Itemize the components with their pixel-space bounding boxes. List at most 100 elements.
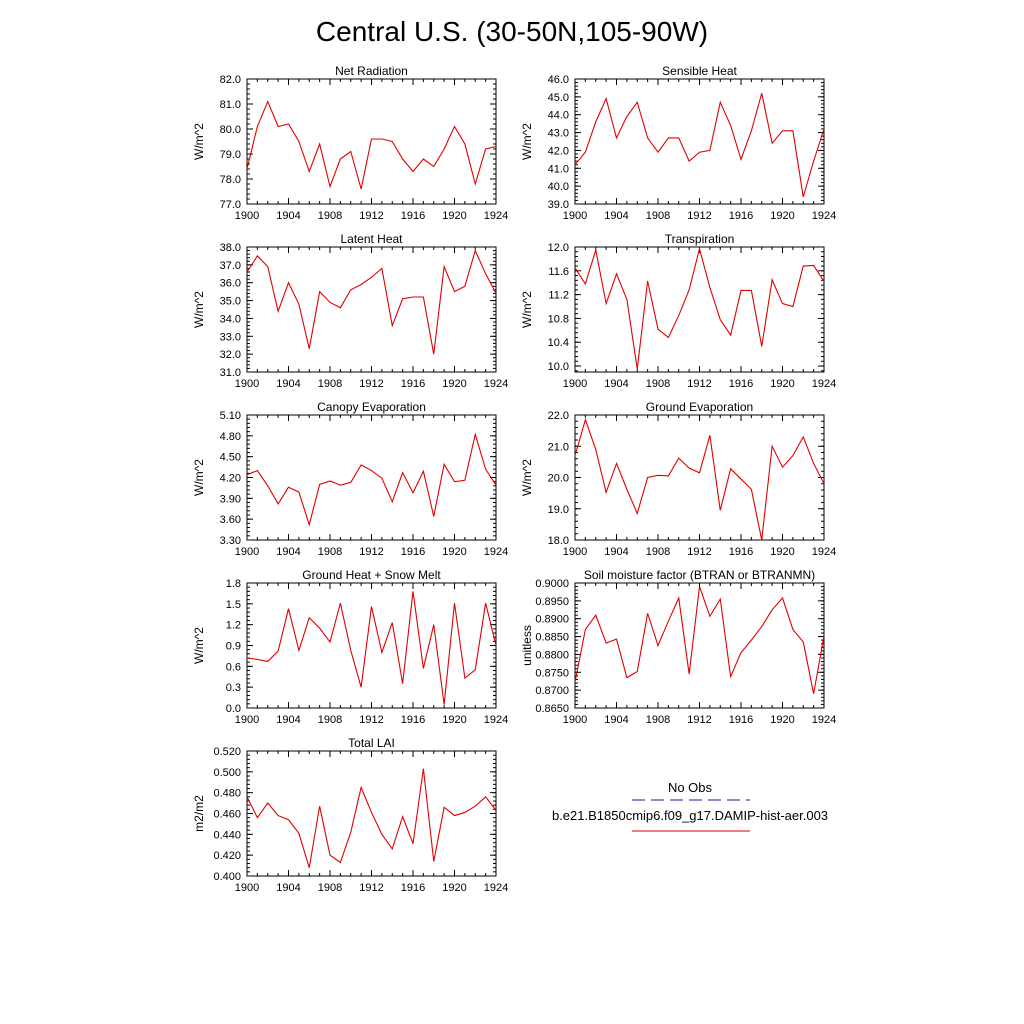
x-tick-label: 1912 — [687, 378, 711, 390]
y-tick-label: 0.400 — [213, 871, 241, 883]
panel-title: Latent Heat — [340, 232, 403, 246]
x-tick-label: 1920 — [442, 882, 466, 894]
y-tick-label: 10.0 — [548, 361, 569, 373]
panel-title: Transpiration — [665, 232, 735, 246]
x-tick-label: 1920 — [770, 546, 794, 558]
y-tick-label: 0.8900 — [535, 614, 569, 626]
y-tick-label: 5.10 — [220, 410, 241, 422]
panel-5: Canopy Evaporation W/m^2 1900 1904 1908 1912 1… — [192, 400, 508, 558]
x-tick-label: 1916 — [729, 546, 753, 558]
series-line — [246, 100, 497, 190]
y-axis-label: W/m^2 — [520, 123, 534, 160]
series-line — [574, 93, 825, 198]
x-tick-label: 1908 — [646, 210, 670, 222]
y-tick-label: 0.440 — [213, 829, 241, 841]
plot-frame — [246, 246, 497, 373]
y-tick-label: 42.0 — [548, 145, 569, 157]
x-tick-label: 1900 — [563, 546, 587, 558]
y-axis-label: W/m^2 — [192, 627, 206, 664]
x-tick-label: 1920 — [442, 546, 466, 558]
y-tick-label: 0.9000 — [535, 578, 569, 590]
x-tick-label: 1900 — [235, 378, 259, 390]
y-tick-label: 0.8850 — [535, 632, 569, 644]
x-tick-label: 1908 — [318, 882, 342, 894]
y-tick-label: 10.4 — [548, 337, 569, 349]
x-tick-label: 1904 — [604, 210, 628, 222]
y-tick-label: 0.520 — [213, 746, 241, 758]
panel-8: Soil moisture factor (BTRAN or BTRANMN) u… — [520, 568, 836, 726]
x-tick-label: 1904 — [604, 378, 628, 390]
y-axis-label: W/m^2 — [520, 291, 534, 328]
y-tick-label: 81.0 — [220, 99, 241, 111]
x-tick-label: 1912 — [687, 210, 711, 222]
plot-frame — [574, 582, 825, 709]
y-tick-label: 77.0 — [220, 199, 241, 211]
y-tick-label: 19.0 — [548, 504, 569, 516]
x-tick-label: 1908 — [646, 714, 670, 726]
x-tick-label: 1916 — [729, 714, 753, 726]
x-tick-label: 1920 — [442, 714, 466, 726]
y-tick-label: 0.8750 — [535, 667, 569, 679]
panel-1: Net Radiation W/m^2 1900 1904 1908 1912 1916 19… — [192, 64, 508, 222]
x-tick-label: 1924 — [484, 546, 508, 558]
x-tick-label: 1916 — [401, 378, 425, 390]
panel-title: Ground Evaporation — [646, 400, 753, 414]
x-tick-label: 1900 — [235, 210, 259, 222]
y-tick-label: 36.0 — [220, 278, 241, 290]
y-tick-label: 4.50 — [220, 452, 241, 464]
panel-title: Ground Heat + Snow Melt — [302, 568, 441, 582]
y-tick-label: 0.6 — [226, 661, 241, 673]
legend: No Obs b.e21.B1850cmip6.f09_g17.DAMIP-hi… — [552, 780, 828, 832]
panel-title: Sensible Heat — [662, 64, 737, 78]
x-tick-label: 1904 — [604, 546, 628, 558]
x-tick-label: 1924 — [812, 210, 836, 222]
x-tick-label: 1908 — [318, 714, 342, 726]
x-tick-label: 1920 — [770, 210, 794, 222]
legend-obs-label: No Obs — [668, 780, 713, 795]
x-tick-label: 1924 — [812, 378, 836, 390]
y-tick-label: 3.60 — [220, 514, 241, 526]
x-tick-label: 1920 — [442, 378, 466, 390]
x-tick-label: 1908 — [646, 378, 670, 390]
series-line — [574, 417, 825, 541]
x-tick-label: 1908 — [646, 546, 670, 558]
x-tick-label: 1916 — [729, 210, 753, 222]
x-tick-label: 1924 — [484, 714, 508, 726]
y-tick-label: 0.480 — [213, 788, 241, 800]
panel-4: Transpiration W/m^2 1900 1904 1908 1912 1916 19… — [520, 232, 836, 390]
x-tick-label: 1904 — [276, 378, 300, 390]
y-tick-label: 34.0 — [220, 313, 241, 325]
x-tick-label: 1900 — [235, 546, 259, 558]
y-tick-label: 21.0 — [548, 441, 569, 453]
x-tick-label: 1920 — [442, 210, 466, 222]
x-tick-label: 1900 — [563, 378, 587, 390]
x-tick-label: 1912 — [687, 546, 711, 558]
y-tick-label: 18.0 — [548, 535, 569, 547]
y-tick-label: 12.0 — [548, 242, 569, 254]
y-tick-label: 3.90 — [220, 493, 241, 505]
plot-frame — [574, 78, 825, 205]
y-tick-label: 0.8800 — [535, 649, 569, 661]
panel-7: Ground Heat + Snow Melt W/m^2 1900 1904 1908… — [192, 568, 508, 726]
y-tick-label: 11.6 — [548, 266, 569, 278]
panel-title: Canopy Evaporation — [317, 400, 426, 414]
y-tick-label: 37.0 — [220, 260, 241, 272]
y-tick-label: 32.0 — [220, 349, 241, 361]
panel-title: Soil moisture factor (BTRAN or BTRANMN) — [584, 568, 815, 582]
x-tick-label: 1908 — [318, 378, 342, 390]
y-tick-label: 79.0 — [220, 149, 241, 161]
y-tick-label: 35.0 — [220, 296, 241, 308]
y-tick-label: 46.0 — [548, 74, 569, 86]
panel-3: Latent Heat W/m^2 1900 1904 1908 1912 1916 1920… — [192, 232, 508, 390]
series-line — [246, 591, 497, 705]
x-tick-label: 1912 — [359, 714, 383, 726]
y-tick-label: 0.3 — [226, 682, 241, 694]
y-tick-label: 0.9 — [226, 641, 241, 653]
y-axis-label: unitless — [520, 625, 534, 666]
x-tick-label: 1920 — [770, 714, 794, 726]
y-tick-label: 1.8 — [226, 578, 241, 590]
x-tick-label: 1904 — [276, 882, 300, 894]
x-tick-label: 1924 — [812, 546, 836, 558]
x-tick-label: 1904 — [276, 210, 300, 222]
y-tick-label: 1.5 — [226, 599, 241, 611]
